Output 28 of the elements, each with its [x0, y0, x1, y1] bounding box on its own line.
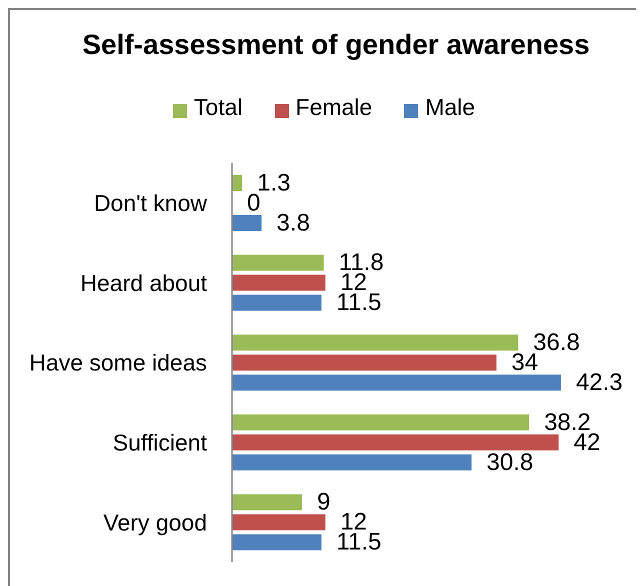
bar: [232, 294, 322, 311]
bar: [232, 354, 496, 371]
y-tick-label: Very good: [103, 509, 207, 536]
bar: [232, 374, 561, 391]
chart-title: Self-assessment of gender awareness: [81, 29, 591, 61]
bar: [232, 534, 322, 550]
data-label: 30.8: [486, 448, 534, 476]
legend-label: Male: [425, 94, 476, 120]
data-label: 42: [574, 428, 600, 456]
data-label: 34: [511, 349, 538, 376]
data-label: 3.8: [276, 209, 310, 236]
bar: [232, 414, 530, 430]
data-label: 42.3: [576, 369, 623, 396]
bar: [232, 494, 302, 510]
bar: [232, 274, 326, 291]
bar: [232, 514, 326, 530]
y-tick-label: Heard about: [80, 270, 208, 296]
bar: [232, 454, 472, 470]
legend-label: Total: [194, 94, 243, 120]
y-tick-label: Sufficient: [112, 429, 208, 456]
bar: [232, 434, 559, 450]
data-label: 9: [316, 488, 330, 516]
y-tick-label: Have some ideas: [29, 350, 207, 376]
y-tick-label: Don't know: [94, 190, 208, 216]
bar: [232, 215, 262, 231]
bar: [232, 334, 518, 351]
bar: [232, 254, 324, 271]
legend-label: Female: [296, 94, 372, 120]
